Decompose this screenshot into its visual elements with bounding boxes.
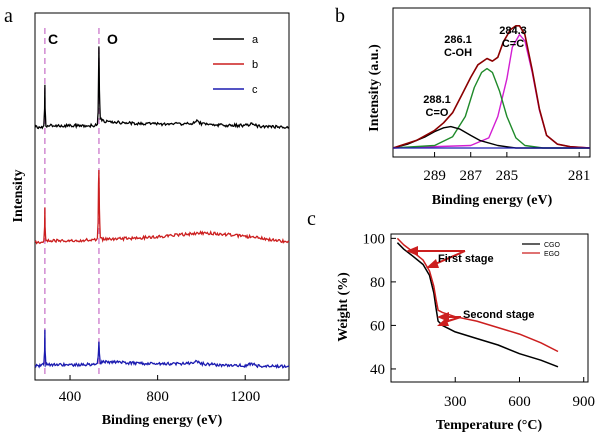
panel-c-legend-label-ego: EGO <box>544 251 560 258</box>
panel-a-frame <box>34 12 290 381</box>
panel-c-tga: 300 600 900 40 60 80 100 CGO EGO First stage Se… <box>336 231 595 433</box>
panel-letter-a: a <box>4 5 13 27</box>
panel-a-series-c <box>34 329 290 369</box>
second-stage-arrowhead-2 <box>437 318 449 326</box>
panel-letter-b: b <box>335 5 345 27</box>
panel-a-series-a <box>34 46 290 130</box>
panel-c-y-tick-label: 100 <box>363 231 386 247</box>
panel-a-xps-survey: 400 800 1200 C O a b c Binding energy (eV) I… <box>11 12 290 428</box>
panel-b-curve-c-c <box>392 33 591 149</box>
panel-b-x-tick-label: 285 <box>496 168 519 184</box>
panel-letter-c: c <box>307 208 316 230</box>
panel-a-series-b <box>34 169 290 245</box>
panel-a-y-axis-title: Intensity <box>11 170 26 223</box>
panel-a-x-tick-label: 400 <box>59 389 82 405</box>
panel-b-curve-c-oh <box>392 67 590 149</box>
peak-label-288-bond: C=O <box>426 107 449 119</box>
panel-c-y-tick-label: 80 <box>370 275 385 291</box>
panel-b-c1s-spectrum: 289 287 285 281 284.3 C=C 286.1 C-OH 288.1 … <box>367 7 591 208</box>
peak-label-286-value: 286.1 <box>444 34 472 46</box>
peak-label-284-bond: C=C <box>502 38 524 50</box>
panel-b-frame <box>392 7 591 158</box>
panel-c-y-tick-label: 60 <box>370 318 385 334</box>
panel-b-x-ticks: 289 287 285 281 <box>423 152 590 184</box>
panel-b-y-axis-title: Intensity (a.u.) <box>367 44 382 132</box>
panel-a-x-ticks: 400 800 1200 <box>59 375 260 405</box>
panel-b-curve-envelope <box>392 24 591 149</box>
panel-a-guide-lines <box>44 28 100 378</box>
panel-b-x-axis-title: Binding energy (eV) <box>432 193 553 208</box>
peak-label-284-value: 284.3 <box>499 25 527 37</box>
panel-c-x-tick-label: 600 <box>508 394 531 410</box>
second-stage-arrow-2 <box>444 316 462 323</box>
panel-c-x-tick-label: 300 <box>444 394 467 410</box>
panel-a-x-axis-title: Binding energy (eV) <box>102 413 223 428</box>
panel-a-legend-label-b: b <box>252 59 258 71</box>
first-stage-arrowhead <box>406 246 418 256</box>
panel-a-legend-label-c: c <box>252 84 258 96</box>
panel-a-legend-label-a: a <box>252 34 259 46</box>
panel-a-x-tick-label: 1200 <box>230 389 260 405</box>
panel-c-x-tick-label: 900 <box>572 394 595 410</box>
panel-c-y-tick-label: 40 <box>370 362 385 378</box>
panel-a-x-tick-label: 800 <box>146 389 169 405</box>
peak-label-o: O <box>107 31 118 47</box>
first-stage-arrowhead-2 <box>426 259 439 268</box>
panel-c-frame <box>390 233 589 383</box>
panel-c-y-axis-title: Weight (%) <box>336 272 351 342</box>
peak-label-288-value: 288.1 <box>423 94 451 106</box>
panel-b-x-tick-label: 281 <box>568 168 591 184</box>
peak-label-c: C <box>48 31 58 47</box>
panel-c-ticks: 300 600 900 40 60 80 100 <box>363 231 595 410</box>
panel-c-legend: CGO EGO <box>522 242 561 258</box>
panel-b-series-group <box>392 24 591 149</box>
panel-a-series-group <box>34 46 290 369</box>
panel-c-legend-label-cgo: CGO <box>544 242 561 249</box>
annotation-second-stage: Second stage <box>463 309 535 321</box>
panel-c-curve-cgo <box>396 242 559 368</box>
annotation-first-stage: First stage <box>438 253 494 265</box>
panel-b-x-tick-label: 287 <box>459 168 482 184</box>
panel-c-annotations: First stage Second stage <box>406 246 535 326</box>
panel-a-legend: a b c <box>213 34 259 96</box>
peak-label-286-bond: C-OH <box>444 47 472 59</box>
first-stage-arrow-2 <box>432 250 466 266</box>
panel-b-x-tick-label: 289 <box>423 168 446 184</box>
panel-c-x-axis-title: Temperature (°C) <box>436 418 543 433</box>
